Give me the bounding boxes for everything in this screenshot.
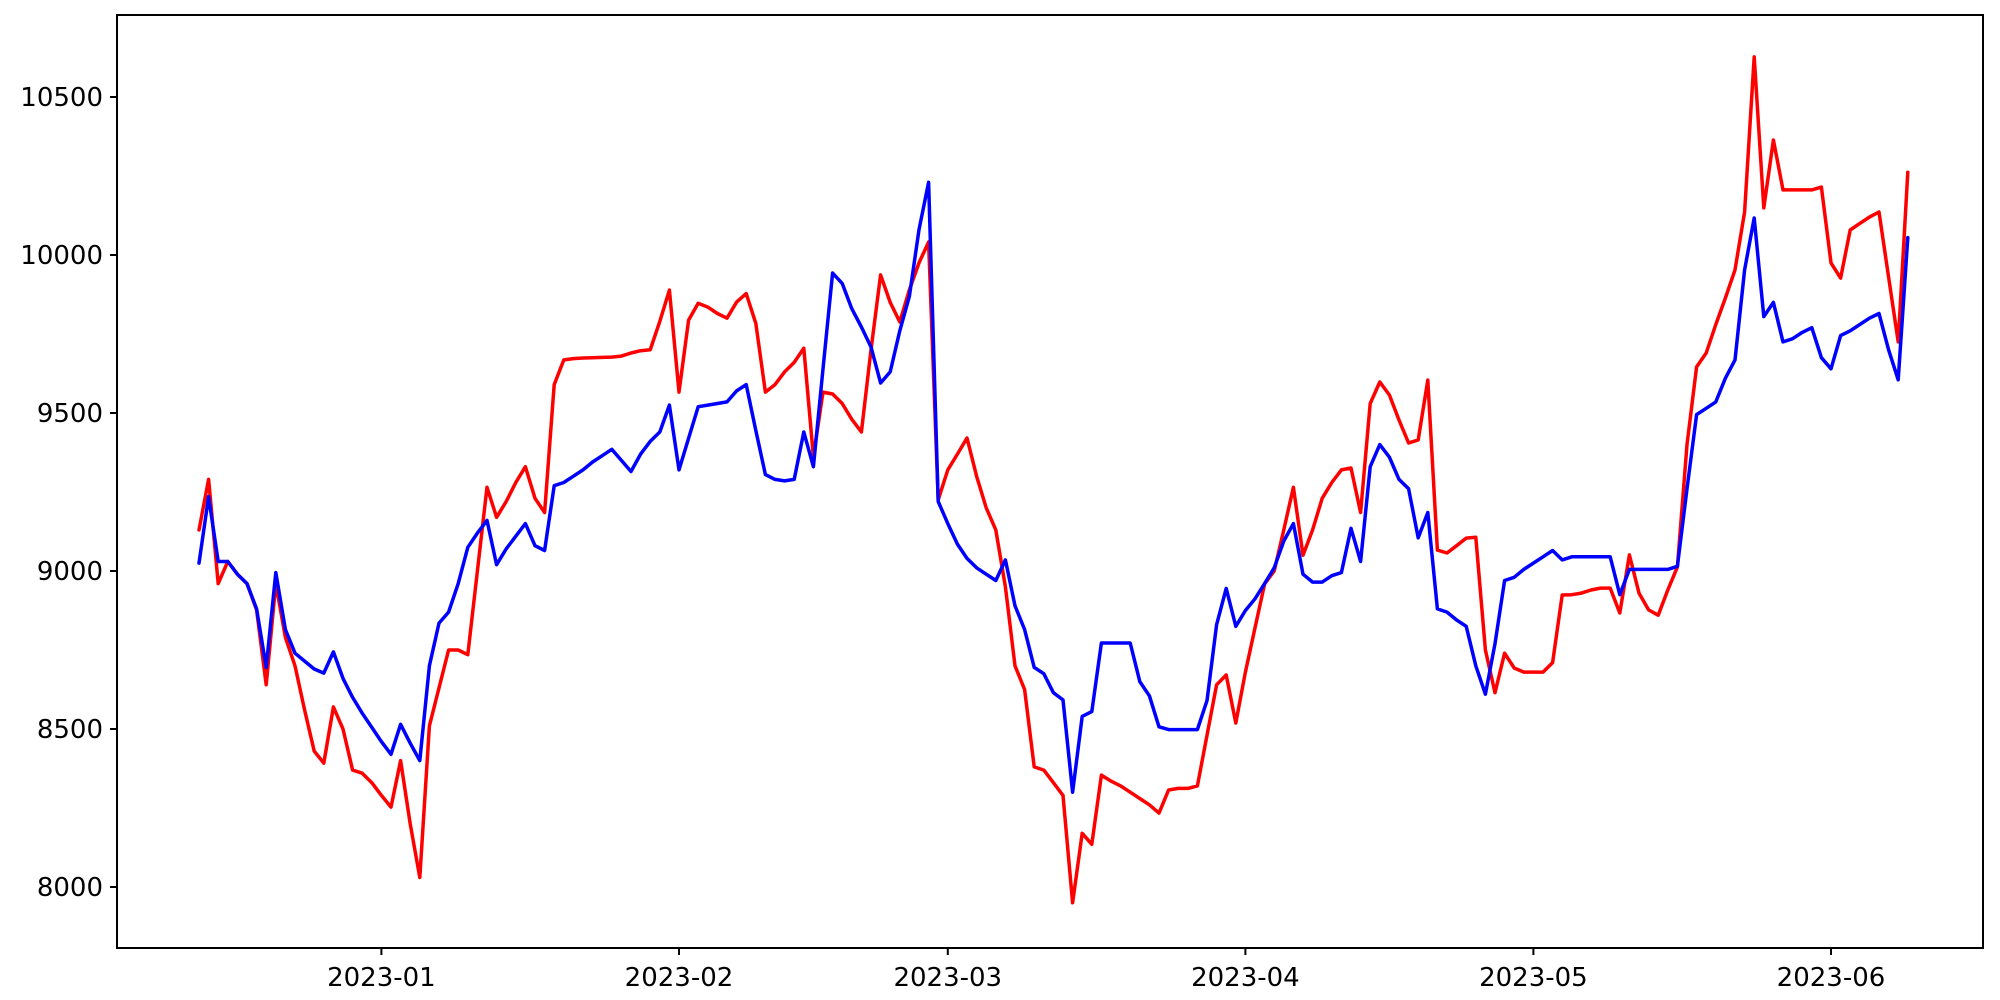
- y-tick-label: 10500: [20, 83, 103, 113]
- y-tick-label: 9000: [37, 557, 103, 587]
- y-tick-label: 8000: [37, 873, 103, 903]
- x-axis: 2023-01 2023-02 2023-03 2023-04 2023-05 2023-…: [327, 948, 1885, 993]
- x-tick-label: 2023-03: [893, 963, 1002, 993]
- x-tick-label: 2023-02: [625, 963, 734, 993]
- y-tick-label: 10000: [20, 241, 103, 271]
- red-series-line: [197, 55, 1910, 905]
- x-tick-label: 2023-05: [1479, 963, 1588, 993]
- y-tick-label: 8500: [37, 715, 103, 745]
- x-tick-label: 2023-04: [1191, 963, 1300, 993]
- y-tick-label: 9500: [37, 399, 103, 429]
- x-tick-label: 2023-01: [327, 963, 436, 993]
- y-axis: 8000 8500 9000 9500 10000 10500: [20, 83, 117, 903]
- axes-box: [116, 14, 1984, 949]
- x-tick-label: 2023-06: [1777, 963, 1886, 993]
- blue-series-line: [197, 180, 1910, 794]
